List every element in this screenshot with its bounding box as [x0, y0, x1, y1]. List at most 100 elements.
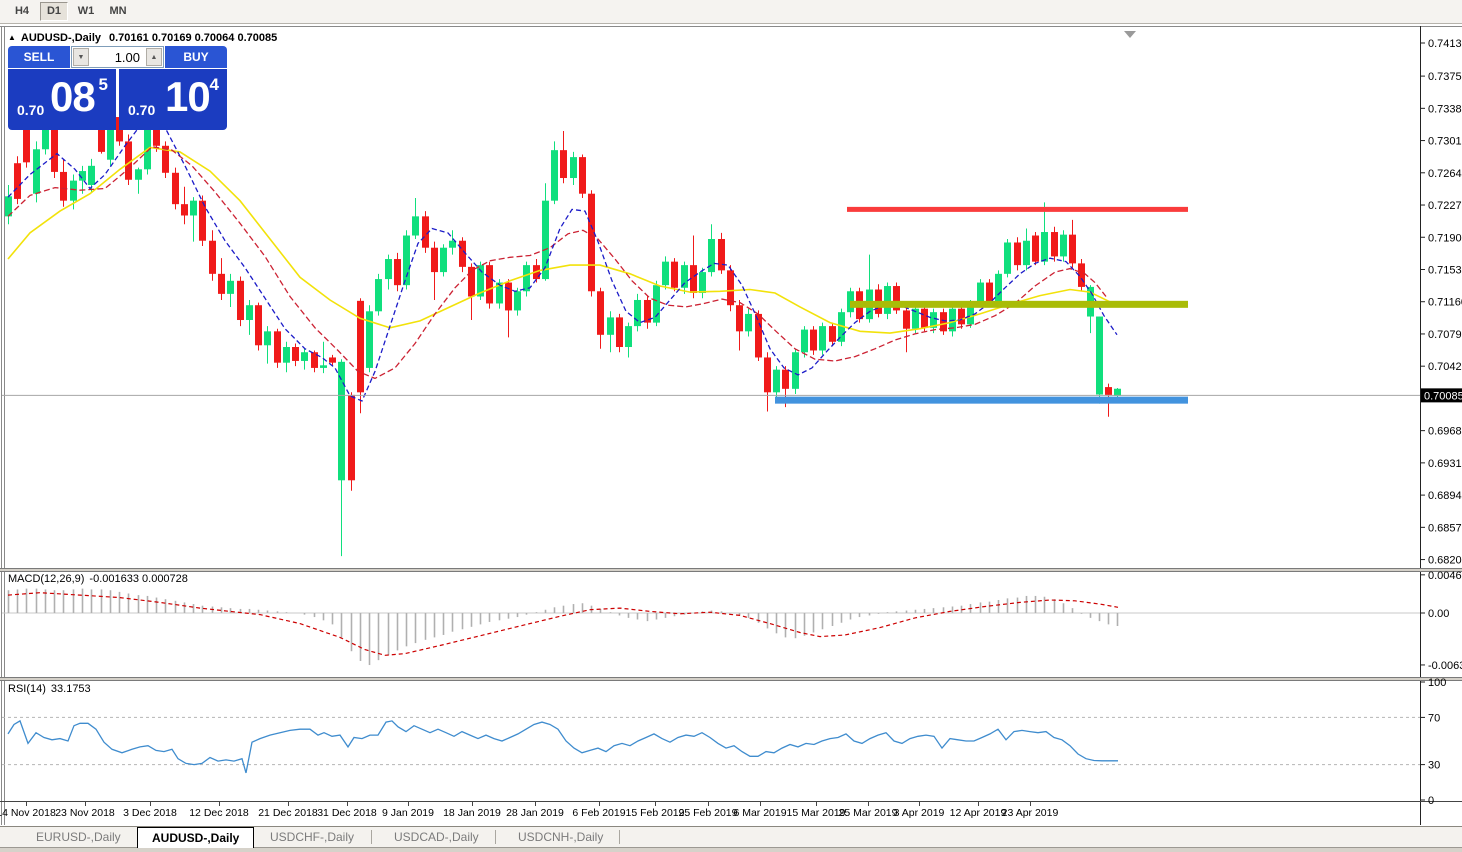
- candle-body: [357, 300, 364, 393]
- candle-body: [162, 145, 169, 173]
- collapse-icon[interactable]: ▲: [8, 33, 16, 42]
- candle-body: [810, 329, 817, 351]
- volume-increase-icon[interactable]: ▲: [146, 48, 162, 66]
- candle-body: [745, 313, 752, 332]
- candle-body: [884, 286, 891, 314]
- ma-mid-line: [7, 146, 1107, 380]
- buy-price-button[interactable]: 0.70 10 4: [119, 69, 227, 130]
- candle-body: [190, 200, 197, 216]
- panel-separator[interactable]: [0, 568, 1462, 572]
- ma-slow-line: [7, 146, 1116, 334]
- chart-header: ▲ AUDUSD-,Daily 0.70161 0.70169 0.70064 0.…: [8, 32, 277, 44]
- candle-body: [1014, 242, 1021, 266]
- candle-body: [801, 329, 808, 353]
- rsi-values: 33.1753: [50, 683, 91, 695]
- candle-body: [967, 303, 974, 325]
- candle-body: [449, 240, 456, 248]
- candle-body: [88, 165, 95, 185]
- timeframe-w1-button[interactable]: W1: [72, 2, 100, 21]
- level-line-mid-support[interactable]: [850, 300, 1188, 308]
- date-label: 23 Apr 2019: [1002, 807, 1059, 819]
- candle-body: [403, 235, 410, 286]
- level-line-support[interactable]: [775, 396, 1188, 404]
- date-label: 3 Apr 2019: [894, 807, 945, 819]
- macd-axis-label: -0.00639: [1428, 660, 1462, 672]
- date-label: 31 Dec 2018: [317, 807, 377, 819]
- candle-body: [662, 261, 669, 286]
- sell-price-button[interactable]: 0.70 08 5: [8, 69, 116, 130]
- macd-signal-line: [7, 592, 1119, 656]
- candle-body: [459, 240, 466, 267]
- candle-body: [718, 238, 725, 271]
- candle-body: [1069, 234, 1076, 264]
- date-label: 3 Dec 2018: [123, 807, 177, 819]
- candle-body: [1032, 235, 1039, 262]
- candle-body: [616, 317, 623, 348]
- macd-values: -0.001633 0.000728: [89, 573, 188, 585]
- candle-body: [70, 180, 77, 201]
- tab-usdcnh[interactable]: USDCNH-,Daily: [518, 830, 604, 844]
- candle-body: [699, 272, 706, 294]
- candle-body: [375, 279, 382, 312]
- date-label: 25 Feb 2019: [679, 807, 738, 819]
- candle-body: [838, 312, 845, 342]
- candle-body: [773, 369, 780, 393]
- tab-eurusd[interactable]: EURUSD-,Daily: [36, 830, 121, 844]
- candle-body: [385, 259, 392, 280]
- candle-body: [903, 310, 910, 329]
- date-label: 14 Nov 2018: [0, 807, 56, 819]
- candle-body: [1105, 387, 1112, 395]
- tab-usdcad[interactable]: USDCAD-,Daily: [394, 830, 479, 844]
- candle-body: [560, 150, 567, 179]
- candle-body: [625, 326, 632, 348]
- candle-body: [1060, 234, 1067, 257]
- candle-body: [477, 265, 484, 297]
- ma-fast-line: [7, 114, 1118, 402]
- date-label: 25 Mar 2019: [839, 807, 898, 819]
- candle-body: [264, 331, 271, 346]
- candle-body: [125, 141, 132, 180]
- candle-body: [1004, 242, 1011, 274]
- candle-body: [921, 308, 928, 328]
- candle-body: [320, 365, 327, 368]
- level-line-resistance[interactable]: [847, 206, 1188, 212]
- candle-body: [986, 282, 993, 302]
- timeframe-mn-button[interactable]: MN: [104, 2, 132, 21]
- volume-input[interactable]: [92, 47, 143, 67]
- candle-body: [394, 259, 401, 286]
- sell-price-big: 08: [50, 73, 96, 120]
- date-label: 21 Dec 2018: [258, 807, 318, 819]
- candle-body: [348, 394, 355, 481]
- one-click-trade-panel: SELL ▼ ▲ BUY 0.70 08 5 0.70 10 4: [8, 46, 227, 130]
- tab-usdchf[interactable]: USDCHF-,Daily: [270, 830, 354, 844]
- panel-separator[interactable]: [0, 677, 1462, 681]
- date-label: 15 Mar 2019: [787, 807, 846, 819]
- timeframe-h4-button[interactable]: H4: [8, 2, 36, 21]
- candle-body: [301, 352, 308, 361]
- candle-body: [14, 163, 21, 199]
- candle-body: [107, 117, 114, 160]
- date-label: 6 Mar 2019: [733, 807, 786, 819]
- rsi-axis-label: 30: [1428, 760, 1440, 772]
- volume-decrease-icon[interactable]: ▼: [73, 48, 89, 66]
- candle-body: [227, 280, 234, 294]
- candle-body: [727, 270, 734, 306]
- candle-body: [42, 124, 49, 150]
- candle-body: [505, 282, 512, 311]
- candle-body: [366, 311, 373, 368]
- buy-button[interactable]: BUY: [165, 46, 227, 68]
- candle-body: [782, 369, 789, 389]
- symbol-tab-bar: EURUSD-,Daily AUDUSD-,Daily USDCHF-,Dail…: [0, 826, 1462, 852]
- timeframe-d1-button[interactable]: D1: [40, 2, 68, 21]
- date-label: 23 Nov 2018: [55, 807, 115, 819]
- candle-body: [634, 299, 641, 327]
- sell-button[interactable]: SELL: [8, 46, 70, 68]
- tab-audusd[interactable]: AUDUSD-,Daily: [137, 827, 255, 848]
- volume-spinner: ▼ ▲: [71, 46, 164, 68]
- candle-body: [33, 149, 40, 194]
- candle-body: [1096, 316, 1103, 395]
